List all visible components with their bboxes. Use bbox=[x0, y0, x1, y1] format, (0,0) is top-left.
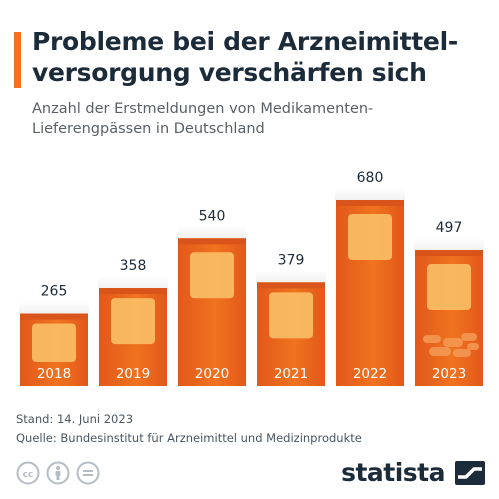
bar-top-band bbox=[99, 288, 167, 295]
bar-label-panel bbox=[269, 292, 313, 339]
title-accent-bar bbox=[14, 32, 21, 88]
pill-decoration bbox=[443, 338, 463, 347]
bar-top-band bbox=[178, 238, 246, 245]
bar-cap bbox=[98, 276, 168, 289]
pill-decoration bbox=[423, 335, 441, 343]
bar-cap bbox=[414, 238, 484, 251]
bar-top-band bbox=[415, 250, 483, 257]
bar-value-label: 540 bbox=[199, 208, 226, 224]
statista-logo-icon bbox=[455, 461, 485, 485]
chart-subtitle: Anzahl der Erstmeldungen von Medikamente… bbox=[32, 101, 374, 137]
pill-decoration bbox=[453, 349, 471, 357]
nd-equals-icon[interactable] bbox=[76, 461, 100, 485]
bar-top-band bbox=[336, 200, 404, 206]
bar-group: 680 2022 bbox=[335, 170, 405, 386]
svg-text:cc: cc bbox=[23, 470, 34, 480]
chart-title: Probleme bei der Arzneimittel-versorgung… bbox=[32, 27, 458, 87]
bar-group: 265 2018 bbox=[19, 284, 89, 386]
footer-source: Quelle: Bundesinstitut für Arzneimittel … bbox=[16, 431, 362, 445]
bar-cap bbox=[256, 270, 326, 283]
bar-category-label: 2023 bbox=[432, 366, 466, 382]
bar-top-band bbox=[257, 282, 325, 289]
statista-logo[interactable]: statista bbox=[341, 458, 485, 488]
bar-top-band bbox=[20, 313, 88, 320]
bar-group: 497 2023 bbox=[414, 220, 484, 386]
bar-cap bbox=[177, 226, 247, 239]
bar-cap bbox=[19, 301, 89, 314]
bar-cap bbox=[335, 188, 405, 200]
by-person-icon[interactable] bbox=[46, 461, 70, 485]
bar-category-label: 2020 bbox=[195, 366, 229, 382]
logo-text: statista bbox=[341, 458, 445, 487]
bar-category-label: 2018 bbox=[37, 366, 71, 382]
bar-category-label: 2022 bbox=[353, 366, 387, 382]
bar-group: 358 2019 bbox=[98, 258, 168, 386]
bar-group: 379 2021 bbox=[256, 252, 326, 386]
pill-decoration bbox=[461, 333, 477, 341]
bar-value-label: 358 bbox=[120, 258, 147, 274]
pill-decoration bbox=[429, 347, 451, 356]
bar-value-label: 680 bbox=[357, 170, 384, 186]
footer-stand: Stand: 14. Juni 2023 bbox=[16, 412, 134, 426]
bar-group: 540 2020 bbox=[177, 208, 247, 386]
bar-label-panel bbox=[111, 298, 155, 345]
bar-label-panel bbox=[427, 264, 471, 311]
bar-label-panel bbox=[32, 323, 76, 362]
bar-category-label: 2021 bbox=[274, 366, 308, 382]
bar-chart: 265 2018 358 2019 540 2020 379 2021 680 2022 497 20… bbox=[19, 170, 484, 386]
bar-label-panel bbox=[190, 252, 234, 299]
bar-category-label: 2019 bbox=[116, 366, 150, 382]
bar-value-label: 497 bbox=[436, 220, 463, 236]
bar-label-panel bbox=[348, 214, 392, 260]
bar-value-label: 265 bbox=[41, 284, 68, 300]
pill-decoration bbox=[467, 343, 479, 350]
cc-icon[interactable]: cc bbox=[16, 461, 40, 485]
bar-value-label: 379 bbox=[278, 252, 305, 268]
